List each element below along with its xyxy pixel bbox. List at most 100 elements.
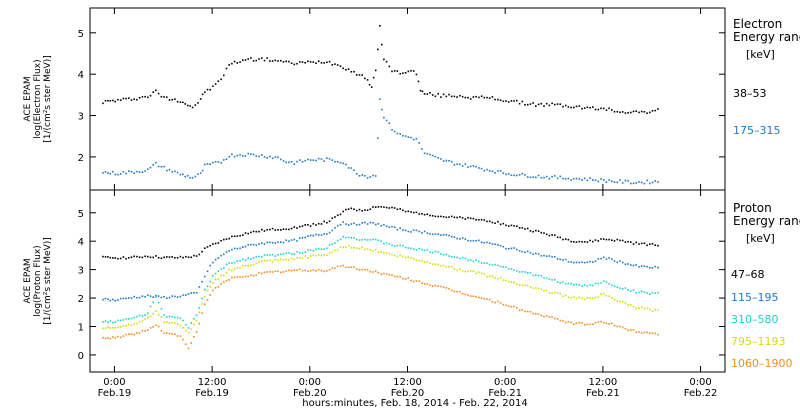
proton-point [285,239,287,241]
electron-point [331,159,334,161]
proton-point [461,217,464,219]
proton-point [412,248,415,250]
electron-point [261,57,263,59]
proton-point [263,230,266,232]
proton-point [206,270,209,273]
proton-point [282,271,285,273]
proton-point [307,257,309,259]
proton-point [377,271,380,274]
proton-point [638,331,640,333]
proton-point [353,246,355,249]
proton-point [133,255,135,258]
electron-point [252,60,255,62]
proton-point [361,246,363,249]
proton-point [334,249,336,252]
proton-point [396,255,399,258]
proton-point [516,270,518,272]
x-tick-label-date: Feb.19 [195,388,229,399]
proton-point [274,229,277,231]
electron-point [640,110,643,113]
proton-point [526,272,529,274]
proton-point [497,220,499,223]
proton-point [242,258,244,261]
proton-point [250,264,252,267]
proton-point [464,293,467,296]
proton-point [559,319,562,322]
proton-point [529,286,532,288]
proton-point [269,271,271,273]
proton-point [119,257,122,260]
electron-point [616,110,619,113]
proton-point [155,255,157,257]
electron-point [320,158,323,160]
proton-point [220,254,222,257]
proton-point [274,258,277,261]
proton-point [383,206,385,208]
proton-point [564,238,567,240]
proton-point [475,272,477,275]
electron-point [469,98,472,100]
proton-point [431,263,434,265]
electron-point [453,95,456,98]
electron-point [377,48,379,51]
electron-point [223,74,225,77]
proton-point [206,289,209,292]
electron-point [554,103,556,106]
proton-point [567,282,570,285]
proton-point [252,230,255,233]
electron-point [339,65,342,67]
electron-point [149,166,152,169]
proton-point [350,207,353,210]
proton-point [261,228,263,231]
proton-point [592,261,594,263]
proton-point [529,272,532,274]
proton-point [469,259,472,261]
electron-point [559,103,562,105]
proton-point [168,296,171,299]
proton-point [602,256,605,259]
electron-point [429,153,431,156]
proton-point [646,265,648,268]
proton-point [640,265,643,267]
electron-point [526,103,529,106]
proton-point [233,276,236,279]
electron-point [184,103,186,105]
electron-point [223,159,225,161]
proton-point [336,225,339,227]
proton-point [117,326,119,329]
electron-point [570,106,572,109]
proton-point [109,337,112,340]
proton-point [589,323,591,325]
proton-point [385,242,388,244]
proton-point [396,229,399,231]
proton-point [214,258,217,261]
proton-point [627,240,629,243]
electron-point [209,163,211,165]
proton-point [166,297,168,299]
proton-point [380,240,382,243]
electron-point [331,64,334,66]
proton-point [524,251,526,254]
proton-point [402,255,404,258]
proton-point [488,220,491,223]
proton-point [621,261,624,264]
electron-y-axis-title-line: [1/(cm²s ster MeV)] [43,55,53,142]
proton-point [274,255,277,257]
proton-point [366,223,369,225]
electron-point [247,58,249,60]
proton-y-axis-title-line: ACE EPAM [23,258,33,303]
electron-point [507,173,510,175]
proton-point [556,258,559,260]
proton-point [494,301,496,304]
electron-point [578,105,581,107]
proton-point [157,295,160,297]
proton-point [510,306,513,308]
proton-point [185,294,187,296]
proton-point [282,228,285,230]
proton-point [608,283,610,285]
electron-point [233,155,236,158]
proton-point [543,315,545,318]
x-tick-label-date: Feb.19 [98,388,132,399]
x-tick-label-date: Feb.21 [488,388,522,399]
proton-point [355,238,358,241]
